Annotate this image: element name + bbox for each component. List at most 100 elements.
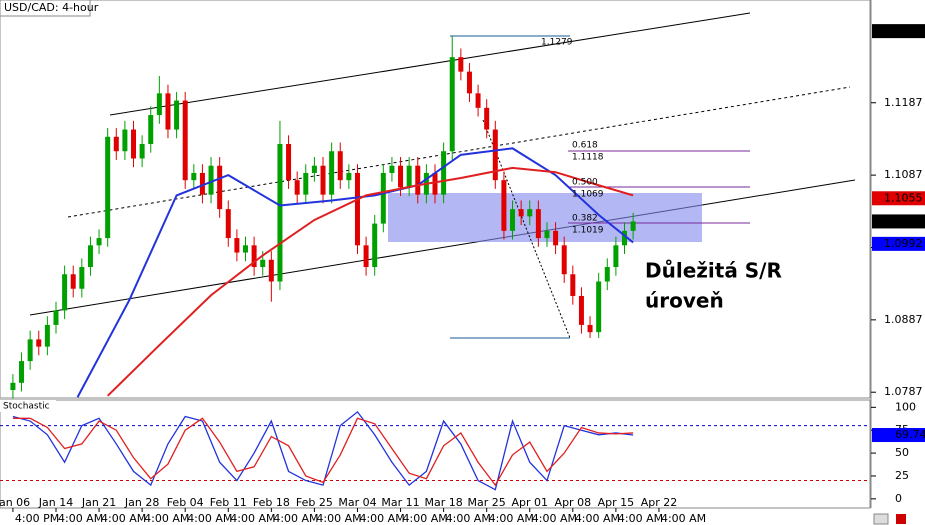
candle-body bbox=[268, 259, 274, 282]
candle-body bbox=[630, 221, 636, 231]
price-label-box bbox=[872, 236, 925, 251]
fib-label: 1.1019 bbox=[572, 226, 604, 236]
x-tick-label: Apr 08 bbox=[555, 496, 592, 509]
candle-body bbox=[53, 310, 59, 325]
candle-body bbox=[44, 324, 50, 347]
fib-trend bbox=[482, 119, 571, 339]
candle-body bbox=[354, 172, 360, 246]
candle-body bbox=[251, 245, 257, 268]
title-box bbox=[0, 0, 91, 17]
candle-body bbox=[441, 151, 447, 195]
texts: USD/CAD: 4-hour Stochastic 1.1279 0.618 … bbox=[0, 0, 782, 412]
candle-body bbox=[286, 144, 292, 181]
x-tick-label: Jan 28 bbox=[124, 496, 159, 509]
scroll-button[interactable] bbox=[873, 513, 889, 525]
candle-body bbox=[36, 339, 42, 347]
time-label: 4:00 AM bbox=[230, 512, 275, 525]
time-label: 4:00 AM bbox=[661, 512, 706, 525]
candle-body bbox=[242, 245, 248, 253]
candle-body bbox=[225, 209, 231, 239]
x-tick-label: Feb 25 bbox=[296, 496, 333, 509]
time-label: 4:00 AM bbox=[489, 512, 534, 525]
candle-body bbox=[475, 93, 481, 108]
candle-body bbox=[148, 115, 154, 145]
x-tick-label: Feb 04 bbox=[167, 496, 204, 509]
candle-body bbox=[535, 209, 541, 239]
candle-body bbox=[87, 245, 93, 268]
price-label-box bbox=[872, 191, 925, 206]
time-label: 4:00 PM bbox=[15, 512, 59, 525]
time-label: 4:00 AM bbox=[144, 512, 189, 525]
value-label-box bbox=[872, 428, 925, 443]
fib-label: 0.618 bbox=[572, 141, 598, 151]
candle-body bbox=[294, 180, 300, 195]
time-label: 4:00 AM bbox=[58, 512, 103, 525]
x-tick-label: Jan 14 bbox=[38, 496, 73, 509]
candle-body bbox=[458, 57, 464, 72]
close-button[interactable] bbox=[896, 514, 906, 524]
candle-body bbox=[311, 165, 317, 173]
channel-upper bbox=[109, 12, 751, 116]
x-tick-label: Mar 25 bbox=[468, 496, 506, 509]
channel-mid bbox=[67, 86, 851, 218]
candle-body bbox=[578, 295, 584, 325]
candle-body bbox=[398, 165, 404, 188]
candle-body bbox=[432, 172, 438, 195]
candle-body bbox=[518, 209, 524, 217]
candle-body bbox=[199, 172, 205, 195]
candle-body bbox=[613, 245, 619, 268]
candle-body bbox=[337, 151, 343, 181]
fib-label: 0.500 bbox=[572, 178, 598, 188]
time-label: 4:00 AM bbox=[575, 512, 620, 525]
candle-body bbox=[27, 339, 33, 362]
candle-body bbox=[19, 361, 25, 383]
candle-body bbox=[182, 100, 188, 181]
price-label: 1.1023 bbox=[884, 214, 923, 227]
price-label-box bbox=[872, 24, 925, 39]
moving-average bbox=[106, 166, 634, 397]
candle-body bbox=[156, 93, 162, 116]
time-label: 4:00 AM bbox=[101, 512, 146, 525]
price-label: 1.1286 bbox=[884, 24, 923, 37]
candle-body bbox=[122, 129, 128, 152]
candle-body bbox=[277, 144, 283, 282]
x-tick-label: Jan 21 bbox=[81, 496, 116, 509]
price-label: 1.0992 bbox=[884, 237, 923, 250]
price-label-box bbox=[872, 214, 925, 229]
candle-body bbox=[10, 382, 16, 391]
time-label: 4:00 AM bbox=[187, 512, 232, 525]
x-tick-label: Apr 01 bbox=[511, 496, 548, 509]
candle-body bbox=[217, 165, 223, 210]
y-tick-label: 0 bbox=[895, 492, 902, 505]
time-label: 4:00 AM bbox=[359, 512, 404, 525]
candle-body bbox=[79, 267, 85, 289]
candle-body bbox=[449, 57, 455, 152]
stochastic-panel bbox=[0, 399, 871, 509]
x-tick-label: Apr 22 bbox=[641, 496, 678, 509]
moving-average bbox=[76, 147, 634, 398]
candle-body bbox=[260, 259, 266, 268]
x-tick-label: Jan 06 bbox=[0, 496, 30, 509]
stochastic-line bbox=[12, 410, 634, 491]
fib-label: 1.1279 bbox=[541, 38, 573, 48]
candle-body bbox=[484, 107, 490, 130]
time-label: 4:00 AM bbox=[316, 512, 361, 525]
stochastic-line bbox=[12, 417, 634, 487]
value-label: 69.74 bbox=[895, 428, 925, 441]
candle-body bbox=[131, 129, 137, 159]
candle-body bbox=[570, 274, 576, 296]
x-tick-label: Mar 18 bbox=[424, 496, 462, 509]
title-box bbox=[0, 400, 56, 412]
candle-body bbox=[320, 165, 326, 195]
candle-body bbox=[346, 172, 352, 181]
time-label: 4:00 AM bbox=[446, 512, 491, 525]
y-tick-label: 50 bbox=[895, 446, 909, 459]
candle-body bbox=[389, 165, 395, 173]
candle-body bbox=[596, 281, 602, 333]
x-tick-label: Feb 11 bbox=[210, 496, 247, 509]
candle-body bbox=[234, 238, 240, 253]
x-tick-label: Mar 04 bbox=[338, 496, 376, 509]
candle-body bbox=[191, 172, 197, 181]
